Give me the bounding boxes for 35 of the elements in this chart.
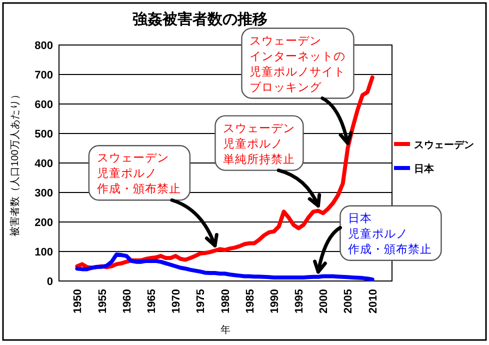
- y-tick-label: 100: [34, 246, 53, 258]
- x-tick-label: 2010: [367, 289, 380, 314]
- y-tick-label: 600: [34, 99, 53, 111]
- x-tick-label: 1985: [244, 289, 256, 314]
- y-tick-label: 700: [34, 70, 53, 82]
- legend-label: 日本: [414, 163, 435, 175]
- y-tick-label: 300: [34, 188, 53, 200]
- callout: スウェーデンインターネットの児童ポルノサイトブロッキング: [241, 28, 354, 99]
- y-tick-label: 200: [34, 217, 53, 229]
- x-tick-label: 2000: [318, 289, 330, 314]
- annotation: スウェーデンインターネットの児童ポルノサイトブロッキング: [250, 35, 346, 94]
- x-tick-label: 1990: [268, 289, 281, 314]
- callout: 日本児童ポルノ作成・頒布禁止: [340, 205, 442, 261]
- x-tick-label: 1970: [170, 289, 183, 314]
- callout: スウェーデン児童ポルノ単純所持禁止: [214, 115, 304, 171]
- annotation: 日本児童ポルノ作成・頒布禁止: [347, 212, 432, 256]
- y-tick-label: 800: [34, 40, 53, 52]
- x-tick-label: 2005: [342, 289, 355, 314]
- x-tick-label: 1995: [294, 289, 306, 314]
- y-tick-label: 400: [34, 158, 53, 170]
- x-axis-title: 年: [220, 324, 230, 336]
- y-axis-title: 被害者数（人口100万人あたり）: [9, 90, 21, 236]
- callout: スウェーデン児童ポルノ作成・頒布禁止: [88, 145, 191, 201]
- y-tick-label: 500: [34, 128, 53, 140]
- chart-title: 強姦被害者数の推移: [132, 10, 268, 28]
- legend-label: スウェーデン: [414, 140, 474, 151]
- x-tick-label: 1980: [220, 289, 232, 314]
- y-tick-label: 0: [46, 276, 53, 288]
- x-tick-label: 1950: [72, 289, 84, 314]
- x-tick-label: 1975: [195, 289, 208, 314]
- annotation: スウェーデン児童ポルノ作成・頒布禁止: [96, 152, 181, 196]
- x-tick-label: 1965: [146, 289, 158, 314]
- annotation: スウェーデン児童ポルノ単純所持禁止: [223, 122, 296, 166]
- x-tick-label: 1955: [96, 289, 109, 314]
- x-tick-label: 1960: [121, 289, 134, 314]
